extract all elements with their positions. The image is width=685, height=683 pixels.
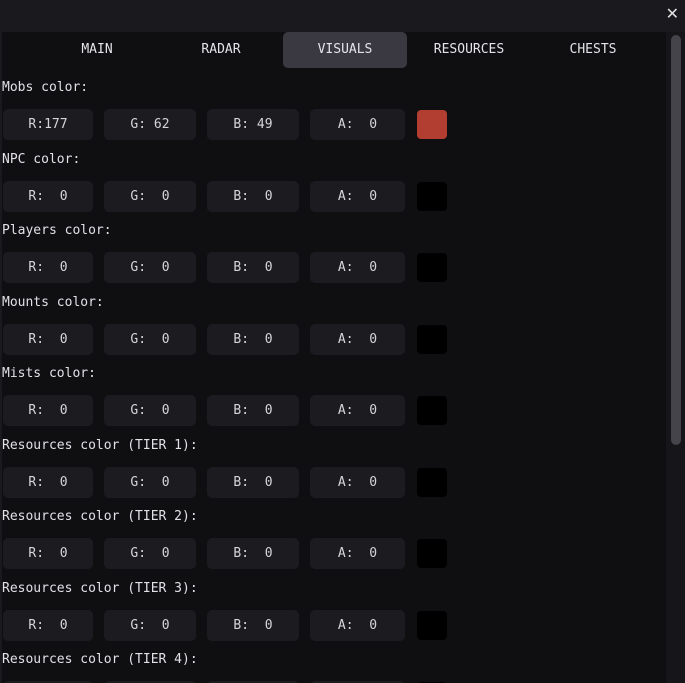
g-channel-input[interactable]: G: 0: [104, 609, 196, 641]
color-swatch-button[interactable]: [417, 396, 447, 425]
b-channel-input[interactable]: B: 0: [207, 538, 299, 569]
a-channel-input[interactable]: A: 0: [310, 109, 405, 140]
g-channel-input[interactable]: G: 0: [104, 395, 196, 426]
a-channel-input[interactable]: A: 0: [310, 180, 405, 212]
color-setting-label: Mounts color:: [2, 294, 104, 310]
color-setting-label: Resources color (TIER 3):: [2, 580, 198, 596]
r-channel-input[interactable]: R:177: [3, 109, 93, 140]
r-channel-input[interactable]: R: 0: [3, 323, 93, 355]
color-swatch-button[interactable]: [417, 253, 447, 282]
color-setting-label: Mobs color:: [2, 80, 89, 95]
color-setting-label: NPC color:: [2, 151, 81, 167]
color-setting-label: Resources color (TIER 1):: [2, 437, 198, 453]
tab-radar[interactable]: RADAR: [201, 42, 241, 57]
tab-visuals[interactable]: VISUALS: [283, 32, 407, 68]
a-channel-input[interactable]: A: 0: [310, 466, 405, 498]
r-channel-input[interactable]: R: 0: [3, 180, 93, 212]
g-channel-input[interactable]: G: 0: [104, 681, 196, 683]
tab-chests[interactable]: CHESTS: [569, 42, 617, 57]
b-channel-input[interactable]: B: 0: [207, 323, 299, 355]
r-channel-input[interactable]: R: 0: [3, 252, 93, 283]
a-channel-input[interactable]: A: 0: [310, 538, 405, 569]
r-channel-input[interactable]: R: 0: [3, 609, 93, 641]
g-channel-input[interactable]: G: 0: [104, 323, 196, 355]
g-channel-input[interactable]: G: 62: [104, 109, 196, 140]
color-setting-label: Resources color (TIER 2):: [2, 509, 198, 524]
g-channel-input[interactable]: G: 0: [104, 466, 196, 498]
b-channel-input[interactable]: B: 0: [207, 466, 299, 498]
color-swatch-button[interactable]: [417, 324, 447, 354]
a-channel-input[interactable]: A: 0: [310, 395, 405, 426]
close-icon[interactable]: ✕: [665, 4, 679, 23]
title-bar: ✕: [0, 0, 685, 32]
b-channel-input[interactable]: B: 0: [207, 681, 299, 683]
r-channel-input[interactable]: R: 0: [3, 681, 93, 683]
color-setting-label: Resources color (TIER 4):: [2, 652, 198, 667]
tab-bar: MAIN RADAR VISUALS RESOURCES CHESTS: [35, 32, 655, 68]
tab-main[interactable]: MAIN: [81, 42, 113, 57]
color-swatch-button[interactable]: [417, 539, 447, 568]
a-channel-input[interactable]: A: 0: [310, 609, 405, 641]
tab-resources[interactable]: RESOURCES: [433, 42, 505, 57]
color-setting-label: Players color:: [2, 223, 112, 238]
a-channel-input[interactable]: A: 0: [310, 323, 405, 355]
r-channel-input[interactable]: R: 0: [3, 395, 93, 426]
color-setting-label: Mists color:: [2, 366, 96, 381]
g-channel-input[interactable]: G: 0: [104, 252, 196, 283]
b-channel-input[interactable]: B: 0: [207, 609, 299, 641]
color-swatch-button[interactable]: [417, 467, 447, 497]
b-channel-input[interactable]: B: 0: [207, 180, 299, 212]
a-channel-input[interactable]: A: 0: [310, 681, 405, 683]
r-channel-input[interactable]: R: 0: [3, 466, 93, 498]
r-channel-input[interactable]: R: 0: [3, 538, 93, 569]
color-swatch-button[interactable]: [417, 110, 447, 139]
b-channel-input[interactable]: B: 0: [207, 252, 299, 283]
color-swatch-button[interactable]: [417, 181, 447, 211]
g-channel-input[interactable]: G: 0: [104, 538, 196, 569]
b-channel-input[interactable]: B: 0: [207, 395, 299, 426]
b-channel-input[interactable]: B: 49: [207, 109, 299, 140]
g-channel-input[interactable]: G: 0: [104, 180, 196, 212]
settings-panel: MAIN RADAR VISUALS RESOURCES CHESTS Mobs col…: [2, 32, 666, 683]
a-channel-input[interactable]: A: 0: [310, 252, 405, 283]
scrollbar-thumb[interactable]: [671, 35, 681, 445]
color-swatch-button[interactable]: [417, 610, 447, 640]
